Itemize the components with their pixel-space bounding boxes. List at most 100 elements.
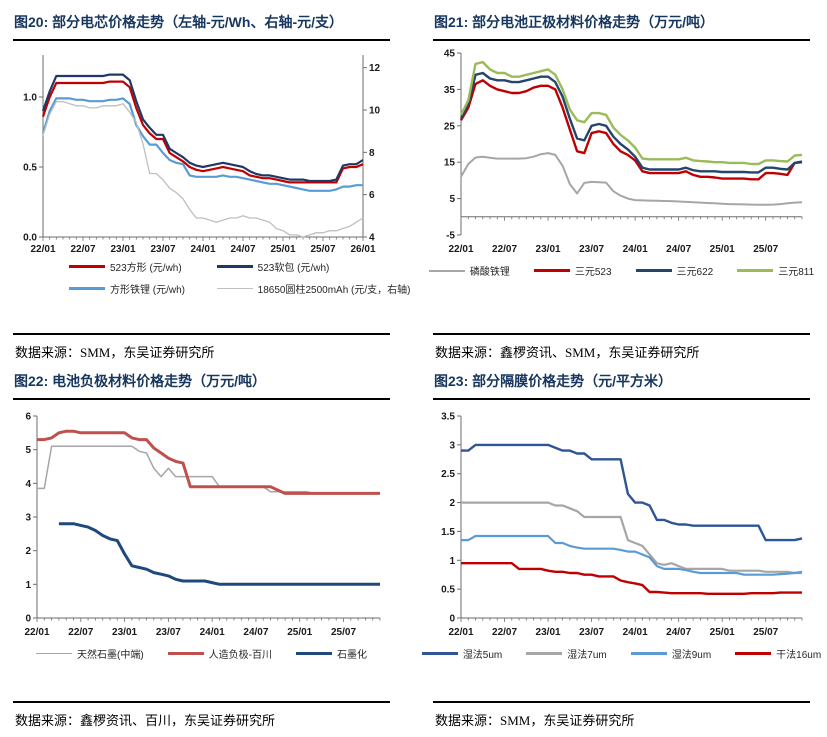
legend-line-swatch <box>630 652 667 655</box>
legend-label: 人造负极-百川 <box>208 650 272 661</box>
legend-item: 磷酸铁锂 <box>428 263 510 278</box>
svg-text:23/07: 23/07 <box>156 627 181 638</box>
svg-text:3.5: 3.5 <box>441 412 455 423</box>
svg-text:24/07: 24/07 <box>230 244 255 255</box>
svg-text:12: 12 <box>369 63 381 74</box>
title-divider <box>433 39 810 41</box>
legend-label: 干法16um <box>776 650 822 661</box>
svg-text:15: 15 <box>444 158 456 169</box>
data-source: 数据来源：鑫椤资讯、百川，东吴证券研究所 <box>15 713 276 728</box>
legend-label: 18650圆柱2500mAh (元/支，右轴) <box>257 285 411 296</box>
figure-21-title: 图21: 部分电池正极材料价格走势（万元/吨） <box>434 14 715 30</box>
legend-item: 三元622 <box>635 263 713 278</box>
legend-label: 湿法7um <box>567 650 607 661</box>
source-divider <box>13 701 390 703</box>
svg-text:0.0: 0.0 <box>23 233 37 244</box>
svg-text:22/07: 22/07 <box>492 244 517 255</box>
svg-text:5: 5 <box>449 194 455 205</box>
chart-legend: 磷酸铁锂 三元523 三元622 三元811 <box>428 263 814 278</box>
svg-text:3: 3 <box>449 440 455 451</box>
legend-item: 石墨化 <box>296 646 367 661</box>
legend-item: 湿法9um <box>630 646 712 661</box>
legend-line-swatch <box>167 652 204 655</box>
title-divider <box>13 39 390 41</box>
legend-item: 天然石墨(中端) <box>35 646 144 661</box>
source-divider <box>433 333 810 335</box>
figure-20-panel: 图20: 部分电芯价格走势（左轴-元/Wh、右轴-元/支） 0.0 0.5 1.0 4… <box>13 6 411 361</box>
legend-item: 18650圆柱2500mAh (元/支，右轴) <box>216 281 411 296</box>
series-line <box>461 534 803 576</box>
svg-text:25/07: 25/07 <box>310 244 335 255</box>
svg-text:0.5: 0.5 <box>441 585 455 596</box>
legend-line-swatch <box>296 652 332 655</box>
svg-text:24/07: 24/07 <box>666 627 691 638</box>
svg-text:25: 25 <box>444 121 456 132</box>
source-divider <box>433 701 810 703</box>
series-line <box>459 79 803 181</box>
svg-text:25/07: 25/07 <box>753 627 778 638</box>
series-line <box>42 100 364 238</box>
separator-price-line-chart: 0 0.5 1 1.5 2 2.5 3 3.5 22/01 22/07 23/01 23/07 24/0… <box>441 412 803 638</box>
svg-text:24/07: 24/07 <box>243 627 268 638</box>
svg-text:1.5: 1.5 <box>441 527 455 538</box>
svg-text:5: 5 <box>25 445 31 456</box>
svg-text:23/07: 23/07 <box>579 627 604 638</box>
series-line <box>41 73 364 183</box>
legend-line-swatch <box>421 652 458 655</box>
legend-label: 523方形 (元/wh) <box>110 263 182 274</box>
legend-label: 三元523 <box>574 267 612 278</box>
chart-legend: 523方形 (元/wh) 523软包 (元/wh) 方形铁锂 (元/wh) 18650… <box>13 259 411 296</box>
legend-line-swatch <box>526 652 563 655</box>
legend-label: 湿法5um <box>462 650 503 661</box>
svg-text:23/01: 23/01 <box>110 244 135 255</box>
svg-text:24/07: 24/07 <box>666 244 691 255</box>
legend-item: 人造负极-百川 <box>167 646 272 661</box>
svg-text:35: 35 <box>444 85 456 96</box>
legend-label: 方形铁锂 (元/wh) <box>110 285 185 296</box>
svg-text:22/01: 22/01 <box>448 627 473 638</box>
title-divider <box>13 398 390 400</box>
legend-line-swatch <box>35 652 72 655</box>
data-source: 数据来源：SMM，东吴证券研究所 <box>435 713 635 728</box>
legend-item: 523软包 (元/wh) <box>216 259 390 274</box>
svg-text:26/01: 26/01 <box>350 244 375 255</box>
svg-text:6: 6 <box>369 190 375 201</box>
legend-label: 石墨化 <box>337 650 367 661</box>
legend-label: 523软包 (元/wh) <box>257 263 330 274</box>
legend-line-swatch <box>216 287 253 290</box>
svg-text:45: 45 <box>444 49 456 60</box>
series-line <box>461 501 802 575</box>
chart-legend: 天然石墨(中端) 人造负极-百川 石墨化 <box>13 646 390 661</box>
svg-text:24/01: 24/01 <box>623 244 648 255</box>
legend-label: 湿法9um <box>671 650 712 661</box>
svg-text:6: 6 <box>25 412 31 423</box>
legend-line-swatch <box>533 269 570 272</box>
svg-text:22/01: 22/01 <box>24 627 49 638</box>
legend-line-swatch <box>635 269 672 272</box>
legend-label: 磷酸铁锂 <box>469 267 510 278</box>
svg-text:22/01: 22/01 <box>30 244 55 255</box>
svg-text:-5: -5 <box>446 231 455 242</box>
legend-label: 天然石墨(中端) <box>76 650 144 661</box>
figure-21-panel: 图21: 部分电池正极材料价格走势（万元/吨） -5 5 15 25 35 45 22/01… <box>428 6 814 361</box>
legend-line-swatch <box>69 265 105 268</box>
legend-label: 三元811 <box>778 267 815 278</box>
series-line <box>37 429 380 495</box>
figure-22-panel: 图22: 电池负极材料价格走势（万元/吨） 0 1 2 3 4 5 6 22/01 22/07 2… <box>13 365 390 729</box>
legend-item: 523方形 (元/wh) <box>69 259 217 274</box>
svg-text:25/01: 25/01 <box>287 627 312 638</box>
figure-23-title: 图23: 部分隔膜价格走势（元/平方米） <box>434 373 673 389</box>
svg-text:22/07: 22/07 <box>68 627 93 638</box>
svg-text:22/07: 22/07 <box>70 244 95 255</box>
legend-item: 湿法5um <box>421 646 503 661</box>
svg-text:4: 4 <box>369 233 375 244</box>
figure-20-title: 图20: 部分电芯价格走势（左轴-元/Wh、右轴-元/支） <box>14 14 343 30</box>
svg-text:25/01: 25/01 <box>710 627 735 638</box>
svg-text:23/01: 23/01 <box>536 627 561 638</box>
svg-text:8: 8 <box>369 148 375 159</box>
svg-text:25/01: 25/01 <box>710 244 735 255</box>
series-line <box>58 522 380 586</box>
figure-22-title: 图22: 电池负极材料价格走势（万元/吨） <box>14 373 267 389</box>
svg-text:22/07: 22/07 <box>492 627 517 638</box>
series-line <box>41 80 364 184</box>
